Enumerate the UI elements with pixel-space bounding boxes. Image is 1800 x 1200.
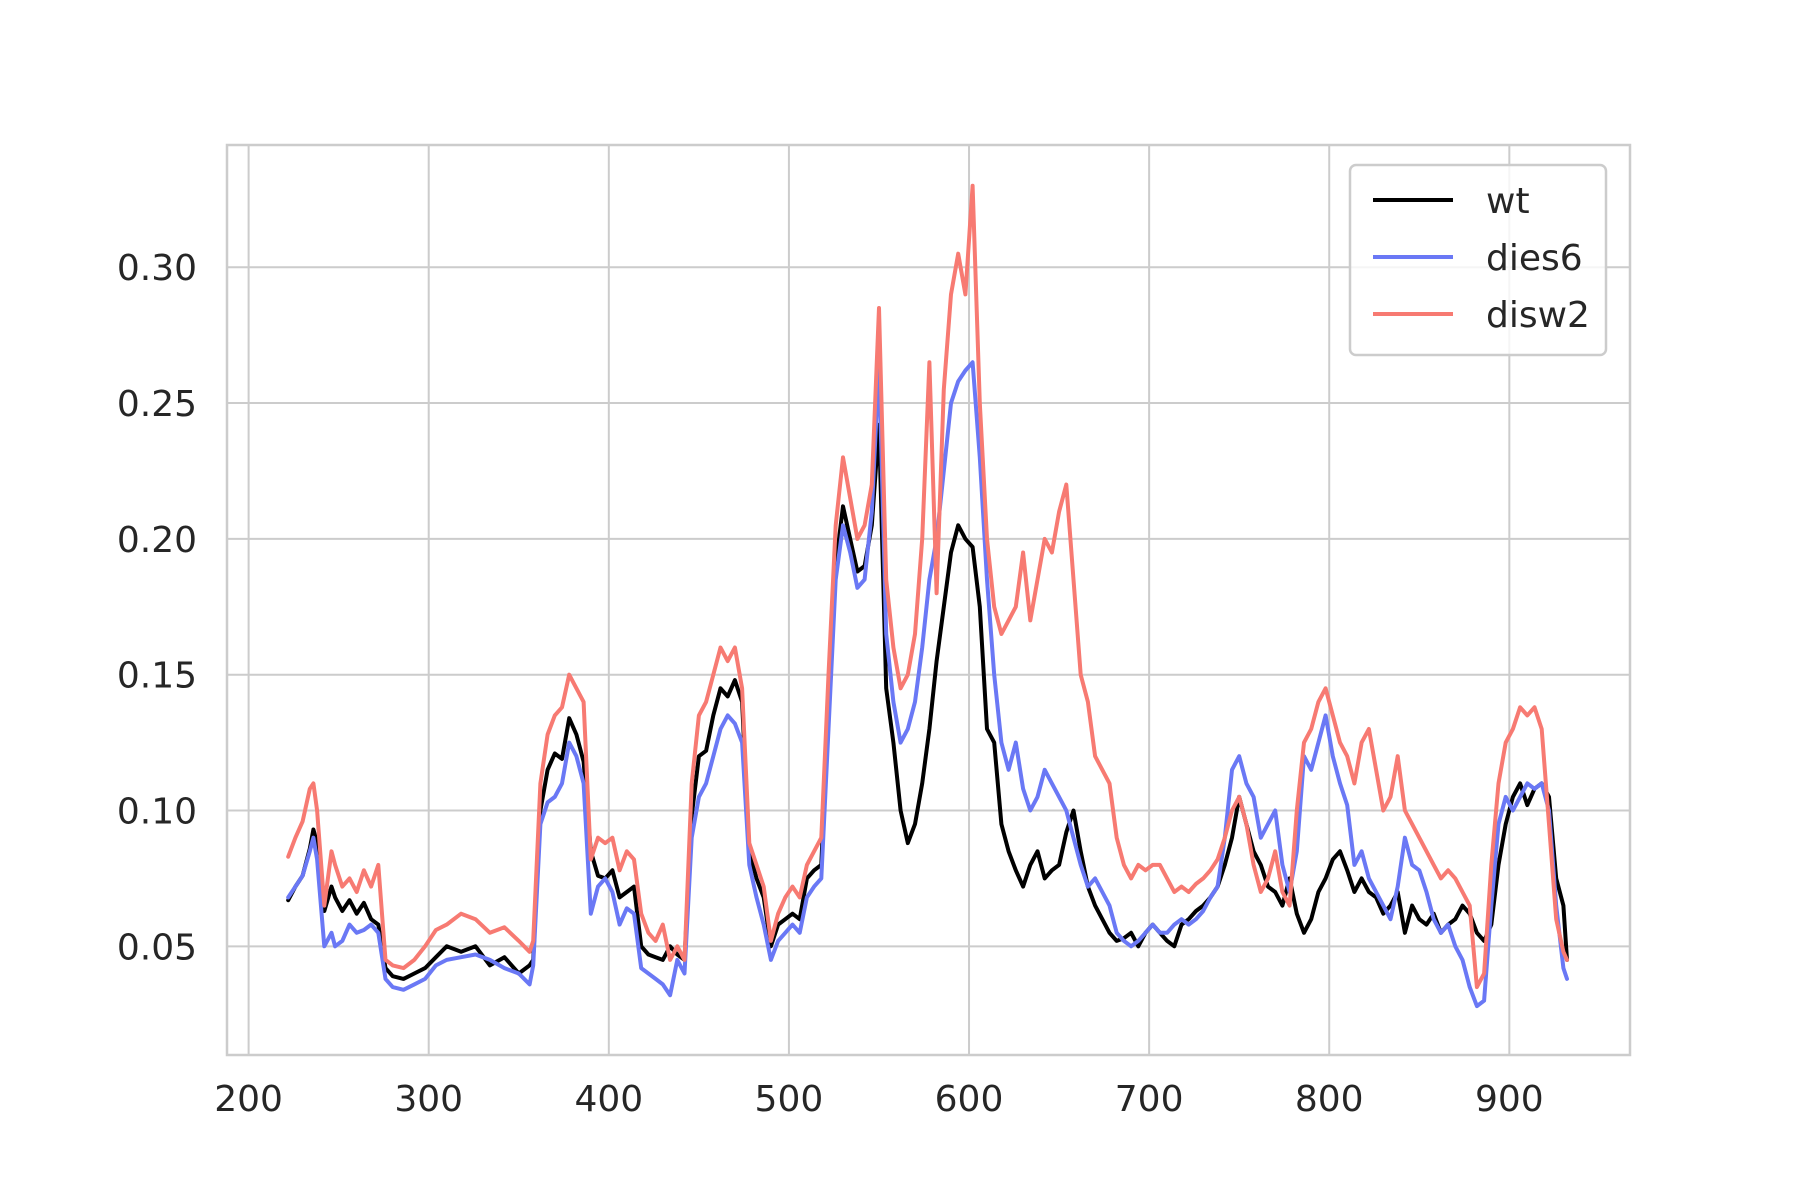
legend-label-dies6: dies6 bbox=[1486, 238, 1583, 279]
y-tick-label: 0.10 bbox=[117, 792, 197, 833]
axes-frame bbox=[225, 143, 1632, 1057]
x-tick-label: 900 bbox=[1475, 1079, 1544, 1120]
x-tick-label: 800 bbox=[1295, 1079, 1364, 1120]
x-axis-tick-labels: 200 300 400 500 600 700 800 900 bbox=[214, 1079, 1543, 1120]
x-tick-label: 200 bbox=[214, 1079, 283, 1120]
legend-frame bbox=[1348, 163, 1608, 357]
y-tick-label: 0.05 bbox=[117, 927, 197, 968]
legend: wt dies6 disw2 bbox=[1348, 163, 1608, 357]
x-tick-label: 400 bbox=[574, 1079, 643, 1120]
x-tick-label: 300 bbox=[394, 1079, 463, 1120]
series-layer bbox=[286, 183, 1569, 1009]
y-tick-label: 0.25 bbox=[117, 384, 197, 425]
y-axis-tick-labels: 0.05 0.10 0.15 0.20 0.25 0.30 bbox=[117, 248, 197, 968]
y-tick-label: 0.30 bbox=[117, 248, 197, 289]
series-line-disw2 bbox=[286, 183, 1569, 990]
legend-label-disw2: disw2 bbox=[1486, 295, 1590, 336]
legend-label-wt: wt bbox=[1486, 181, 1530, 222]
y-tick-label: 0.15 bbox=[117, 656, 197, 697]
x-tick-label: 700 bbox=[1115, 1079, 1184, 1120]
x-tick-label: 500 bbox=[755, 1079, 824, 1120]
y-tick-label: 0.20 bbox=[117, 520, 197, 561]
x-tick-label: 600 bbox=[935, 1079, 1004, 1120]
